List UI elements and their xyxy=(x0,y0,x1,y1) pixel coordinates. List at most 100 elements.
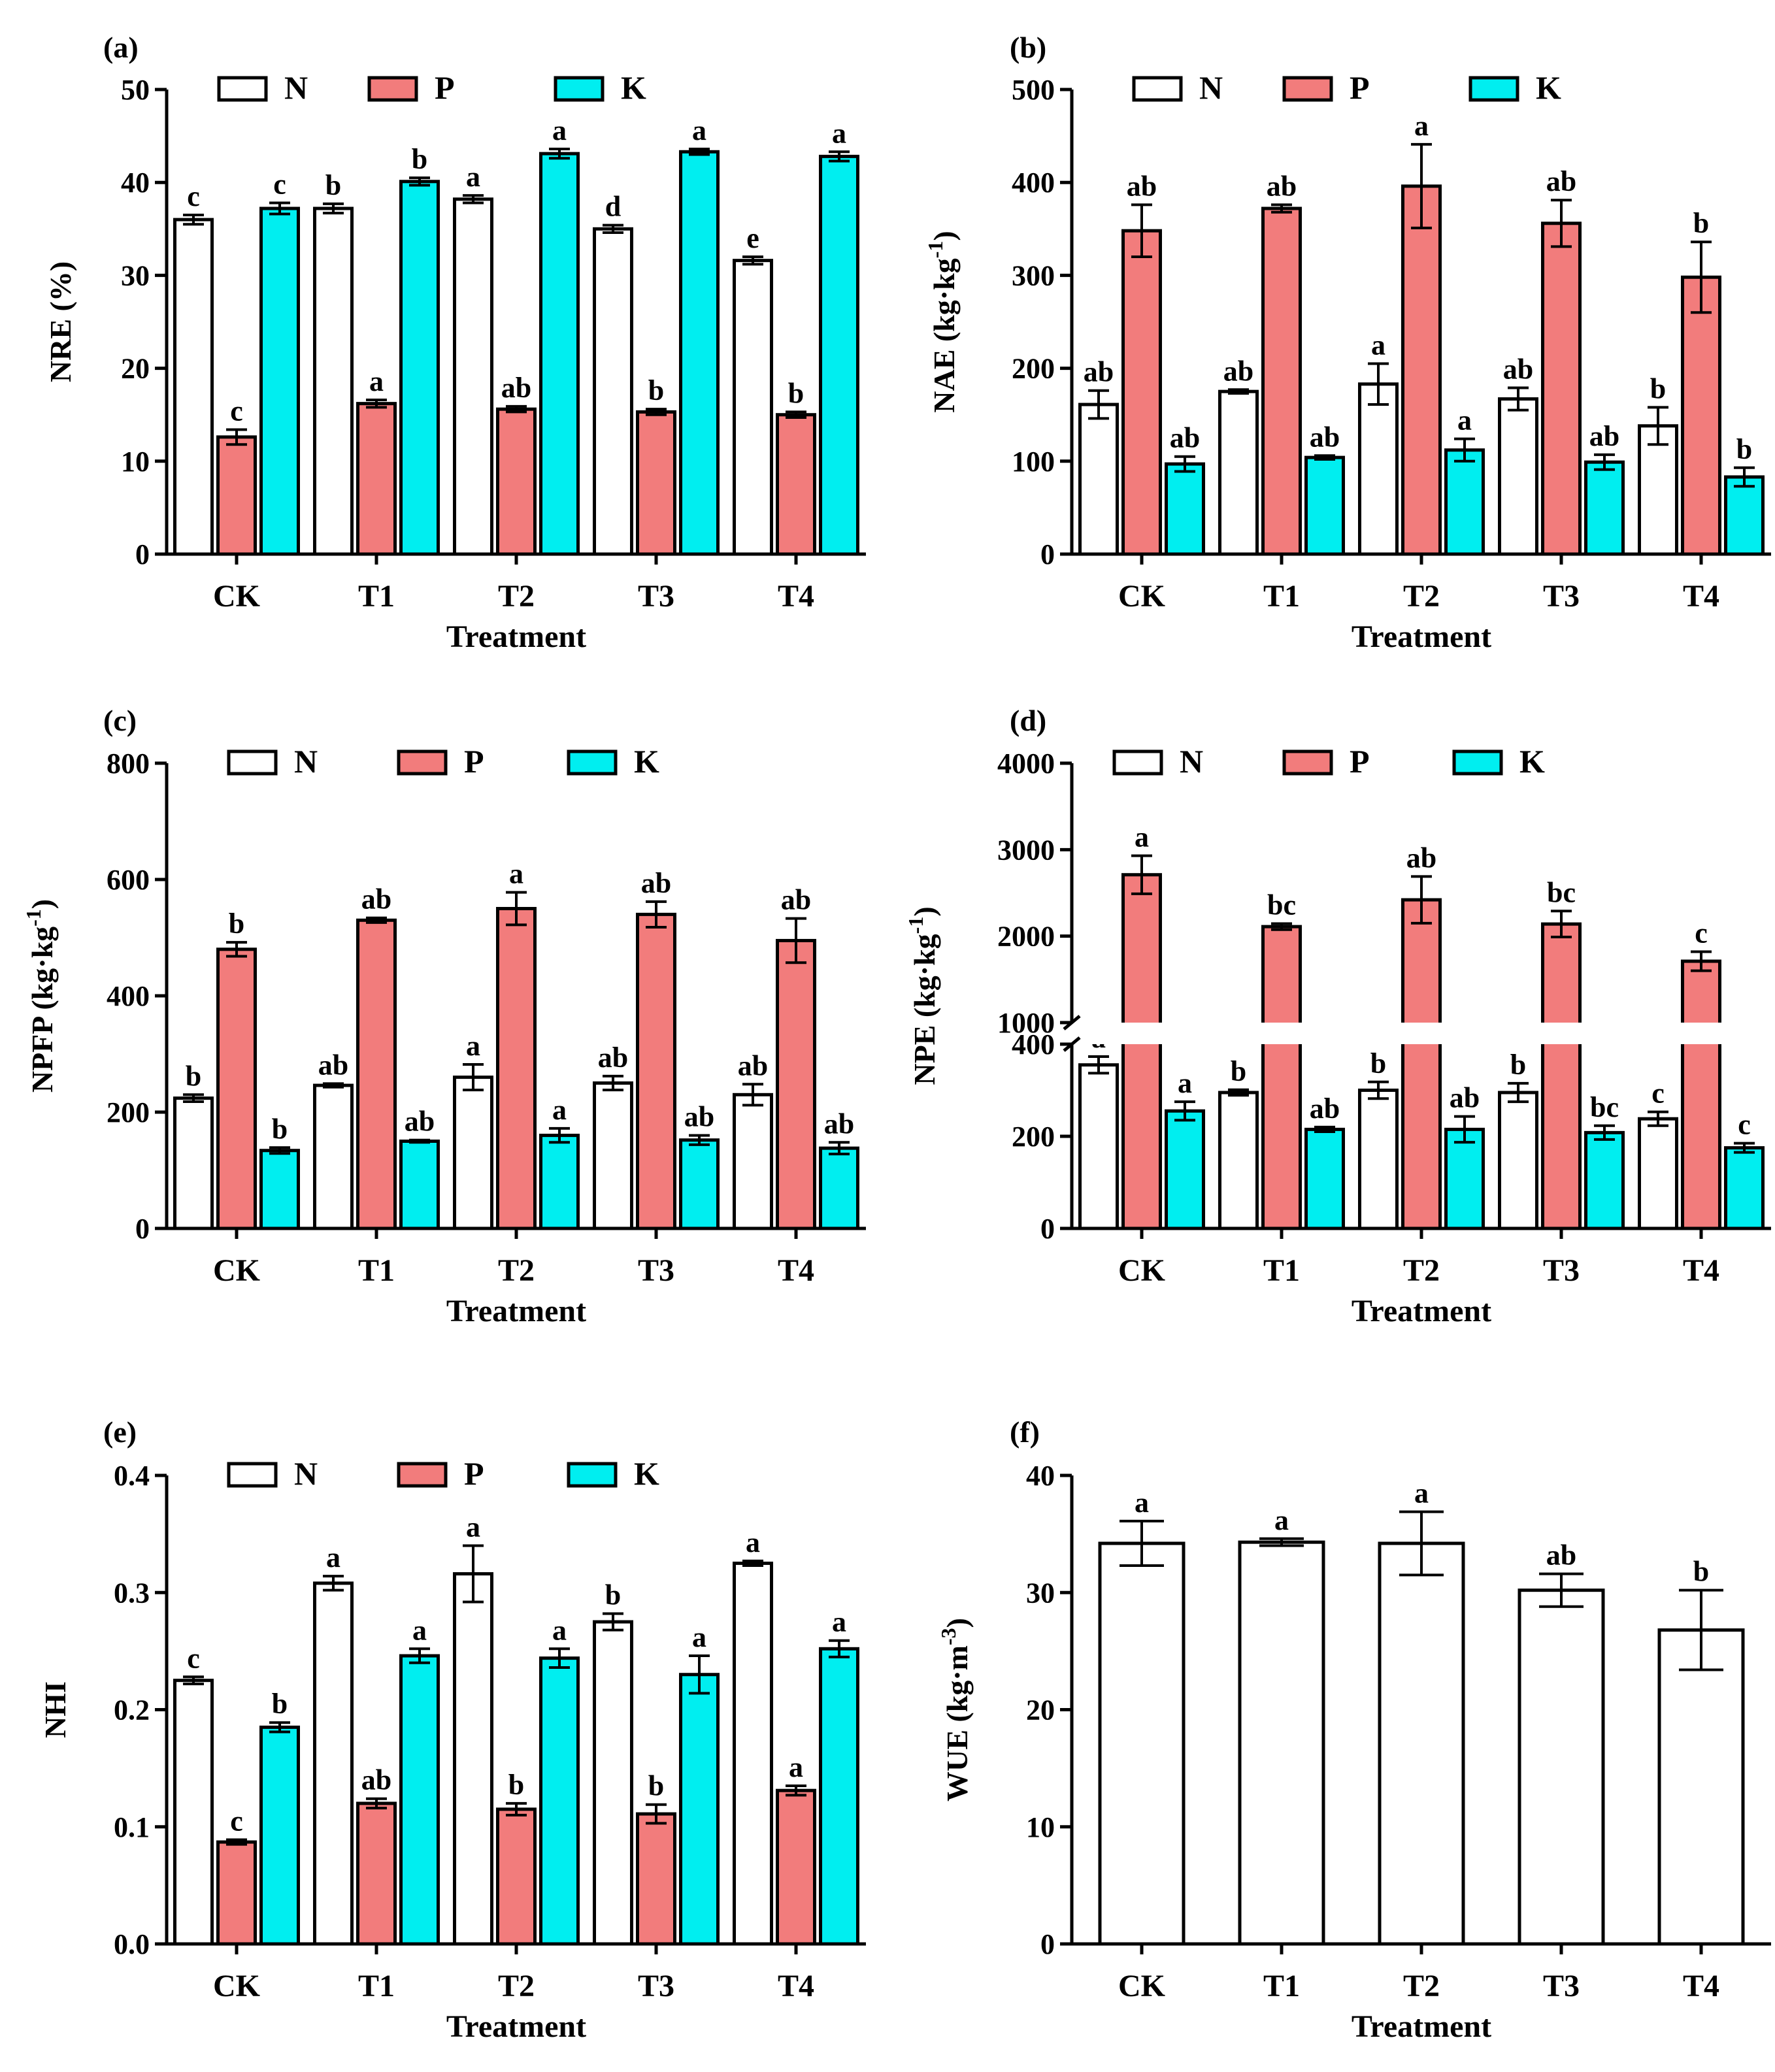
bar-P-T3 xyxy=(636,410,676,556)
error-bar xyxy=(1259,1537,1304,1547)
x-tick-label: T4 xyxy=(1683,579,1719,614)
x-tick-label: T3 xyxy=(1543,579,1580,614)
error-bar xyxy=(603,223,623,234)
y-tick-label: 50 xyxy=(121,74,150,106)
bar-N-T2 xyxy=(453,1572,493,1946)
y-tick-label: 10 xyxy=(121,446,150,478)
legend-swatch-N xyxy=(217,76,268,102)
error-bar xyxy=(1648,1110,1668,1127)
bar-N-T3 xyxy=(1498,397,1538,556)
bar-N-T3 xyxy=(593,1081,633,1230)
significance-label: ab xyxy=(1223,355,1253,387)
error-bar xyxy=(1314,1125,1335,1133)
x-tick-label: T3 xyxy=(638,579,674,614)
y-axis-title-end: ) xyxy=(908,906,941,916)
x-tick-label: CK xyxy=(213,1969,260,2003)
y-tick-label: 0 xyxy=(135,1213,150,1245)
x-tick-label: T2 xyxy=(498,1969,535,2003)
bar-K-T3 xyxy=(679,1138,720,1230)
y-tick-label: 300 xyxy=(1012,259,1055,291)
x-tick-label: T2 xyxy=(1403,1253,1440,1288)
error-bar xyxy=(226,941,247,958)
bar-P-T4 xyxy=(1681,959,1721,1230)
significance-label: ab xyxy=(1170,422,1200,454)
bar-K-T2 xyxy=(1444,1127,1485,1230)
y-axis-title-text: WUE (kg·m xyxy=(940,1645,974,1801)
panel-label: (f) xyxy=(1010,1415,1040,1449)
significance-label: a xyxy=(509,858,523,890)
x-axis-title: Treatment xyxy=(446,2009,586,2044)
x-axis-title: Treatment xyxy=(1352,2009,1491,2044)
significance-label: b xyxy=(1370,1047,1386,1079)
x-tick-label: T1 xyxy=(1263,1253,1300,1288)
bar-P-T2 xyxy=(1401,898,1442,1230)
legend-swatch-P xyxy=(397,749,448,776)
significance-label: a xyxy=(692,114,706,146)
y-tick-label: 400 xyxy=(1012,167,1055,199)
significance-label: ab xyxy=(1310,421,1340,453)
error-bar xyxy=(1368,1080,1389,1100)
error-bar xyxy=(1368,362,1389,406)
legend-label-P: P xyxy=(464,1455,484,1492)
error-bar xyxy=(742,255,763,266)
x-tick-label: CK xyxy=(1118,579,1165,614)
bar-N-CK xyxy=(173,1679,214,1946)
error-bar xyxy=(506,404,527,414)
error-bar xyxy=(786,410,806,419)
bar-P-CK xyxy=(216,1840,257,1946)
bar-N-T1 xyxy=(313,1581,354,1946)
error-bar xyxy=(1539,1572,1584,1608)
bar-N-T1 xyxy=(1218,1091,1259,1230)
bar-N-T4 xyxy=(733,1093,773,1230)
significance-label: ab xyxy=(1406,842,1436,874)
error-bar xyxy=(1174,1100,1195,1122)
error-bar xyxy=(549,148,570,160)
error-bar xyxy=(646,1803,667,1825)
y-tick-label: 400 xyxy=(107,980,150,1012)
y-tick-label: 800 xyxy=(107,748,150,780)
significance-label: a xyxy=(1274,1504,1289,1536)
significance-label: b xyxy=(648,1770,664,1802)
error-bar xyxy=(742,1559,763,1568)
error-bar xyxy=(1648,406,1668,446)
error-bar xyxy=(1271,922,1292,931)
error-bar xyxy=(1508,1081,1529,1104)
bar-K-T3 xyxy=(679,150,720,556)
error-bar xyxy=(226,428,247,446)
error-bar xyxy=(323,1575,344,1592)
significance-label: ab xyxy=(641,867,671,899)
bar-K-CK xyxy=(1165,1109,1205,1230)
error-bar xyxy=(409,176,430,187)
legend-swatch-N xyxy=(1112,749,1163,776)
significance-label: c xyxy=(230,395,243,427)
panel-label: (c) xyxy=(103,704,137,737)
x-tick-label: T1 xyxy=(1263,579,1300,614)
y-tick-label: 1000 xyxy=(997,1007,1055,1039)
error-bar xyxy=(603,1074,623,1092)
significance-label: c xyxy=(273,168,286,200)
bar-K-T4 xyxy=(819,1146,859,1230)
significance-label: c xyxy=(1651,1077,1665,1110)
x-tick-label: T3 xyxy=(638,1969,674,2003)
error-bar xyxy=(689,148,710,156)
bar-N-CK xyxy=(1078,403,1119,556)
significance-label: a xyxy=(832,117,846,149)
bar-P-T4 xyxy=(776,413,816,556)
significance-label: a xyxy=(369,365,384,397)
bar-P-T2 xyxy=(496,407,537,556)
legend-swatch-P xyxy=(397,1462,448,1488)
bar-N-T2 xyxy=(453,1076,493,1230)
error-bar xyxy=(1594,1124,1615,1141)
x-tick-label: CK xyxy=(1118,1969,1165,2003)
bar-P-T1 xyxy=(1261,206,1302,556)
y-tick-label: 2000 xyxy=(997,921,1055,953)
error-bar xyxy=(1411,142,1432,229)
significance-label: c xyxy=(187,180,200,212)
significance-label: a xyxy=(1414,110,1429,142)
y-tick-label: 0 xyxy=(1040,538,1055,570)
legend-label-K: K xyxy=(634,743,659,780)
bar-WUE-T4 xyxy=(1657,1628,1745,1946)
legend-swatch-K xyxy=(1452,749,1503,776)
significance-label: ab xyxy=(1503,353,1533,385)
